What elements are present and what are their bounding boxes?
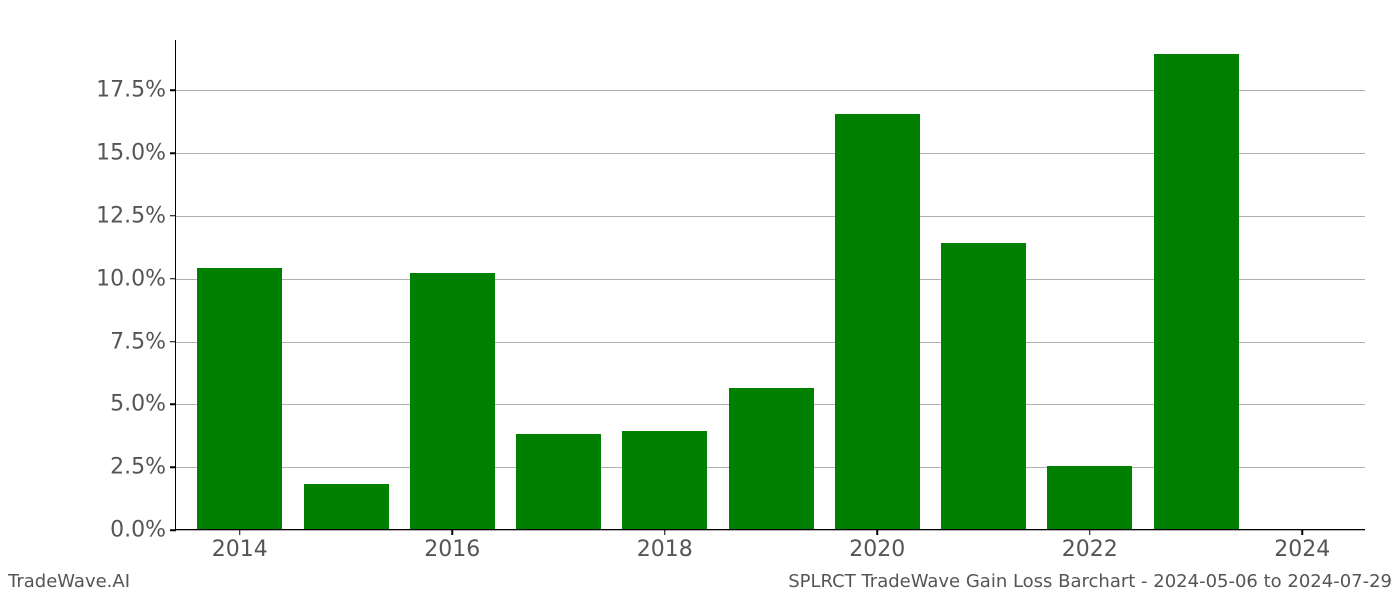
bar-2015 [304,484,389,529]
y-tick-label: 2.5% [110,455,176,480]
y-tick-label: 7.5% [110,329,176,354]
x-tick-label: 2020 [849,529,905,562]
y-gridline [176,530,1365,531]
x-tick-label: 2024 [1274,529,1330,562]
bar-2020 [835,114,920,529]
bar-2021 [941,243,1026,529]
y-tick-label: 17.5% [96,78,176,103]
bar-2023 [1154,54,1239,529]
footer-left-text: TradeWave.AI [8,571,130,592]
bar-chart: 0.0%2.5%5.0%7.5%10.0%12.5%15.0%17.5%2014… [175,40,1365,530]
bar-2022 [1047,466,1132,529]
y-tick-label: 15.0% [96,141,176,166]
bar-2014 [197,268,282,529]
y-tick-label: 5.0% [110,392,176,417]
x-tick-label: 2014 [212,529,268,562]
x-tick-label: 2018 [637,529,693,562]
plot-area: 0.0%2.5%5.0%7.5%10.0%12.5%15.0%17.5%2014… [175,40,1365,530]
y-tick-label: 12.5% [96,203,176,228]
y-tick-label: 0.0% [110,518,176,543]
bar-2018 [622,431,707,529]
bar-2017 [516,434,601,529]
bar-2016 [410,273,495,529]
x-tick-label: 2016 [424,529,480,562]
y-tick-label: 10.0% [96,266,176,291]
x-tick-label: 2022 [1062,529,1118,562]
bar-2019 [729,388,814,529]
footer-right-text: SPLRCT TradeWave Gain Loss Barchart - 20… [788,571,1392,592]
